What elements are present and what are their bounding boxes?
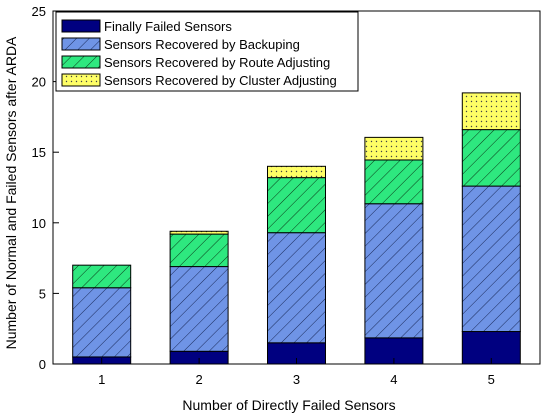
bar-segment xyxy=(169,230,229,235)
x-tick-label: 4 xyxy=(390,372,397,387)
y-tick-label: 15 xyxy=(32,145,46,160)
x-tick-label: 3 xyxy=(293,372,300,387)
y-tick-label: 20 xyxy=(32,75,46,90)
plot-area: 0 5 10 15 20 25 1 2 3 4 5 xyxy=(32,4,541,387)
legend-label: Finally Failed Sensors xyxy=(104,19,232,34)
y-tick-label: 0 xyxy=(39,357,46,372)
y-tick-label: 10 xyxy=(32,216,46,231)
x-tick-label: 5 xyxy=(488,372,495,387)
bar-segment xyxy=(364,136,424,161)
x-tick-label: 1 xyxy=(98,372,105,387)
bar-segment xyxy=(461,129,521,187)
bar-segment xyxy=(461,92,521,131)
bar-segment xyxy=(267,232,326,344)
legend-swatch xyxy=(61,73,101,87)
legend-swatch xyxy=(61,37,101,51)
x-tick-label: 2 xyxy=(195,372,202,387)
bar-segment xyxy=(267,177,326,234)
bar-segment xyxy=(267,165,326,179)
x-axis-label: Number of Directly Failed Sensors xyxy=(182,397,395,413)
bar-segment xyxy=(364,159,424,205)
legend-label: Sensors Recovered by Cluster Adjusting xyxy=(104,73,337,88)
legend-label: Sensors Recovered by Backuping xyxy=(104,37,300,52)
bar-segment xyxy=(72,264,132,289)
legend-box xyxy=(55,11,359,92)
legend-swatch xyxy=(61,55,101,69)
bar-segment xyxy=(169,233,229,268)
y-axis-label: Number of Normal and Failed Sensors afte… xyxy=(3,36,19,349)
y-axis: 0 5 10 15 20 25 xyxy=(32,4,59,372)
legend: Finally Failed Sensors Sensors Recovered … xyxy=(55,11,359,92)
y-tick-label: 5 xyxy=(39,286,46,301)
x-axis: 1 2 3 4 5 xyxy=(98,358,495,387)
bar-segment xyxy=(461,185,521,333)
bar-segment xyxy=(169,266,229,352)
bar-segment xyxy=(72,287,132,358)
legend-label: Sensors Recovered by Route Adjusting xyxy=(104,55,330,70)
bars xyxy=(72,92,521,365)
legend-swatch xyxy=(61,19,101,33)
bar-segment xyxy=(364,203,424,339)
y-tick-label: 25 xyxy=(32,4,46,19)
